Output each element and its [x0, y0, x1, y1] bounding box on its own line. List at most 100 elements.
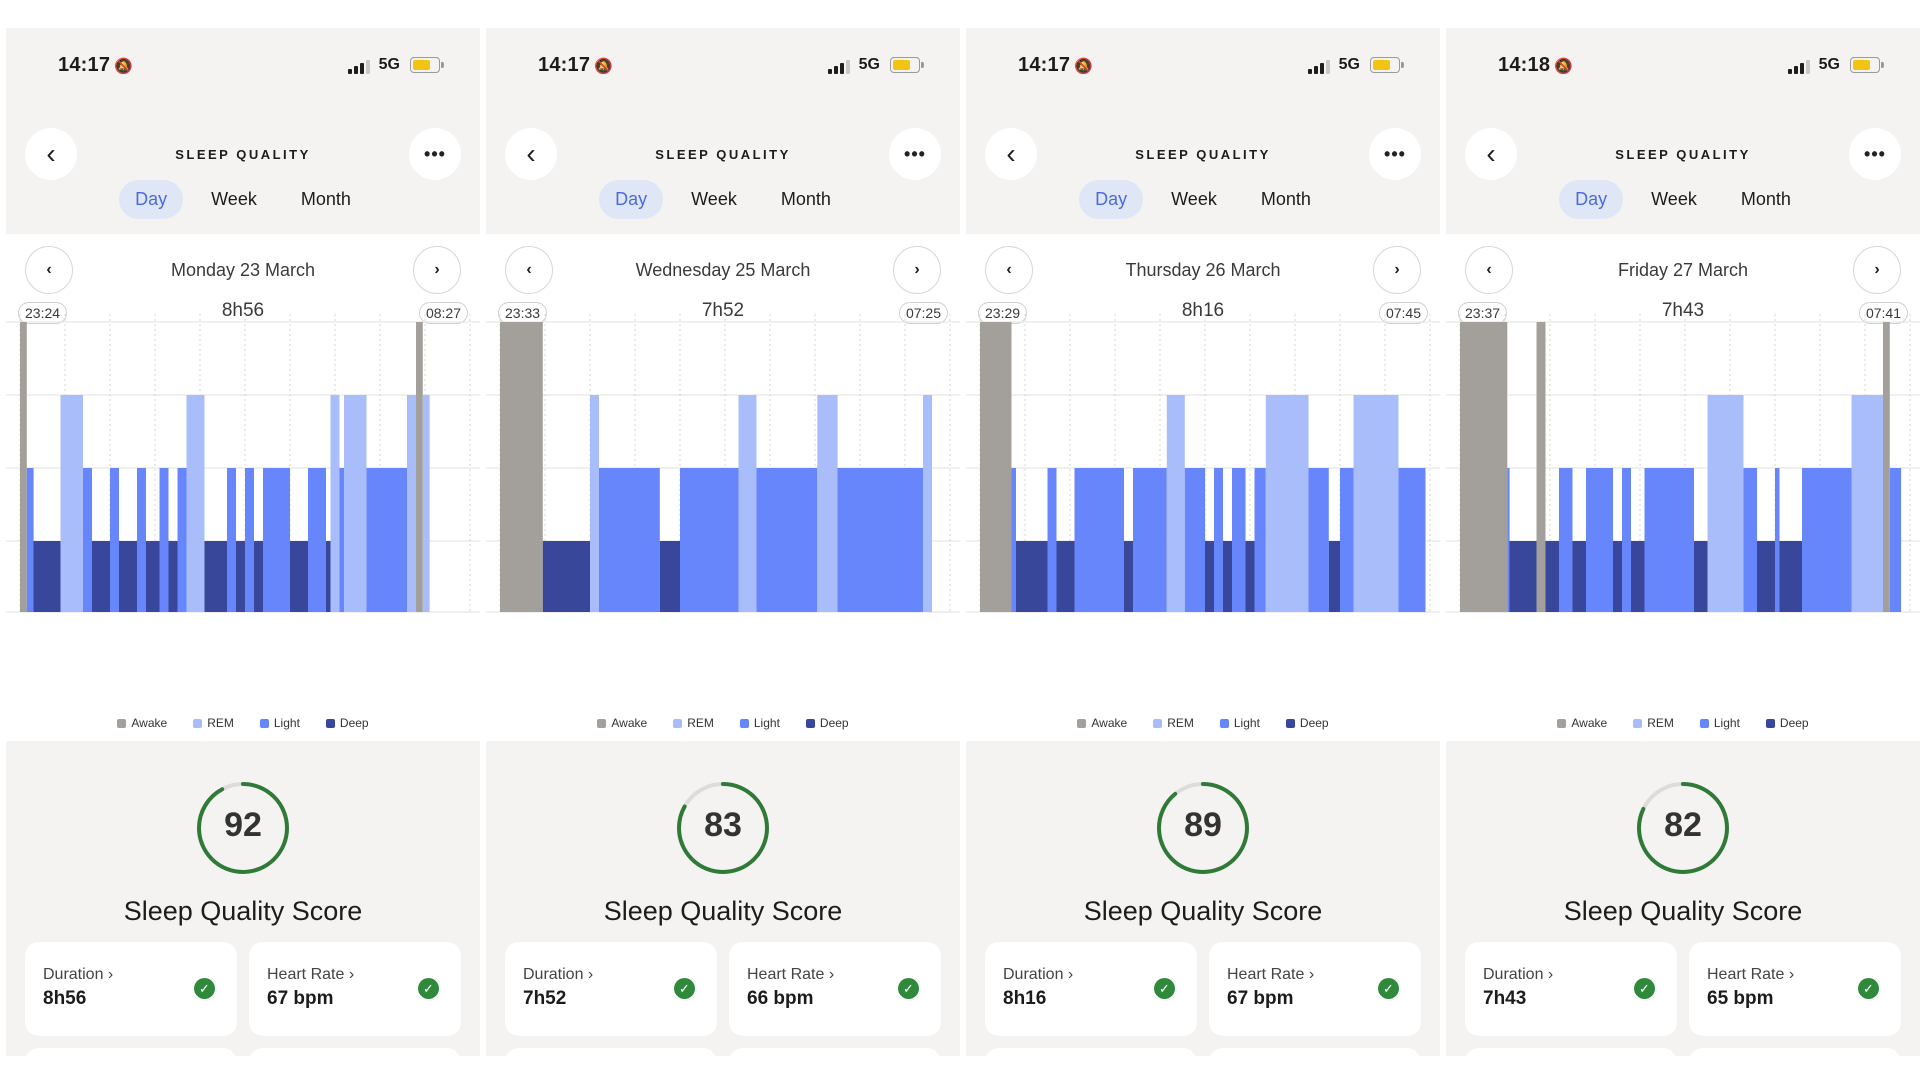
legend-item-awake: Awake: [1557, 716, 1607, 730]
score-ring-arc: [677, 782, 769, 874]
more-button[interactable]: •••: [409, 128, 461, 180]
stage-bar-light: [1775, 468, 1780, 612]
legend-label: REM: [207, 716, 234, 730]
legend-item-light: Light: [259, 716, 300, 730]
legend-item-deep: Deep: [1285, 716, 1329, 730]
duration-card[interactable]: Duration › 8h16 ✓: [985, 942, 1197, 1036]
more-button[interactable]: •••: [889, 128, 941, 180]
back-button[interactable]: ‹: [1465, 128, 1517, 180]
legend-label: Light: [1713, 716, 1740, 730]
stage-bar-light: [1586, 468, 1613, 612]
page-title: SLEEP QUALITY: [175, 147, 311, 162]
status-time: 14:18 🔕: [1498, 54, 1574, 76]
battery-icon: [890, 57, 924, 73]
legend-label: Awake: [1571, 716, 1608, 730]
tab-week[interactable]: Week: [1651, 189, 1697, 209]
tab-month[interactable]: Month: [1740, 189, 1791, 209]
tab-day[interactable]: Day: [599, 180, 664, 219]
card-value: 7h43: [1483, 988, 1527, 1009]
prev-day-button[interactable]: ‹: [1465, 246, 1513, 294]
tab-month[interactable]: Month: [1260, 189, 1311, 209]
next-day-button[interactable]: ›: [893, 246, 941, 294]
legend-label: Deep: [819, 716, 849, 730]
stage-bar-deep: [326, 541, 331, 612]
legend-swatch: [1633, 718, 1643, 728]
header: ‹ SLEEP QUALITY •••: [486, 104, 960, 204]
sleep-start-time: 23:24: [18, 302, 68, 324]
score-value: 83: [704, 806, 742, 844]
score-ring-arc: [1637, 782, 1729, 874]
status-time: 14:17 🔕: [538, 54, 614, 76]
legend-label: REM: [1167, 716, 1194, 730]
stage-bar-light: [837, 468, 923, 612]
heart-rate-card[interactable]: Heart Rate › 67 bpm ✓: [249, 942, 461, 1036]
score-ring: 89: [1153, 778, 1253, 878]
chevron-right-icon: ›: [434, 261, 440, 278]
next-day-button[interactable]: ›: [1373, 246, 1421, 294]
stage-bar-light: [227, 468, 236, 612]
prev-day-button[interactable]: ‹: [25, 246, 73, 294]
stage-bar-awake: [416, 322, 423, 612]
heart-rate-card[interactable]: Heart Rate › 67 bpm ✓: [1209, 942, 1421, 1036]
chevron-left-icon: ‹: [1486, 261, 1492, 278]
stage-bar-light: [308, 468, 326, 612]
score-label: Sleep Quality Score: [123, 896, 363, 926]
tab-month[interactable]: Month: [780, 189, 831, 209]
back-button[interactable]: ‹: [25, 128, 77, 180]
sleep-chart-section: ‹ Monday 23 March › 23:24 8h56 08:27 Awa…: [6, 234, 480, 741]
stage-bar-light: [1232, 468, 1246, 612]
chart-legend: Awake REM Light Deep: [1446, 716, 1920, 730]
stage-bar-light: [1011, 468, 1016, 612]
next-card-peek: [985, 1048, 1197, 1056]
more-button[interactable]: •••: [1849, 128, 1901, 180]
tab-week[interactable]: Week: [1171, 189, 1217, 209]
sleep-stage-chart: [6, 314, 480, 613]
legend-item-deep: Deep: [805, 716, 849, 730]
legend-swatch: [1699, 718, 1709, 728]
stage-bar-deep: [1572, 541, 1586, 612]
heart-rate-card[interactable]: Heart Rate › 66 bpm ✓: [729, 942, 941, 1036]
period-tabs: Day Week Month: [966, 180, 1440, 219]
legend-swatch: [325, 718, 335, 728]
check-circle-icon: ✓: [418, 978, 439, 999]
legend-swatch: [1557, 718, 1567, 728]
more-dots-icon: •••: [904, 143, 926, 164]
duration-card[interactable]: Duration › 7h52 ✓: [505, 942, 717, 1036]
duration-card[interactable]: Duration › 7h43 ✓: [1465, 942, 1677, 1036]
chevron-left-icon: ‹: [526, 261, 532, 278]
duration-card[interactable]: Duration › 8h56 ✓: [25, 942, 237, 1036]
tab-day[interactable]: Day: [1079, 180, 1144, 219]
legend-item-awake: Awake: [1077, 716, 1127, 730]
tab-day[interactable]: Day: [119, 180, 184, 219]
tab-day[interactable]: Day: [1559, 180, 1624, 219]
score-ring: 82: [1633, 778, 1733, 878]
prev-day-button[interactable]: ‹: [985, 246, 1033, 294]
back-button[interactable]: ‹: [985, 128, 1037, 180]
more-button[interactable]: •••: [1369, 128, 1421, 180]
stage-bar-rem: [344, 395, 367, 612]
tab-week[interactable]: Week: [691, 189, 737, 209]
chevron-left-icon: ‹: [46, 138, 56, 169]
legend-label: Deep: [1299, 716, 1329, 730]
tab-week[interactable]: Week: [211, 189, 257, 209]
prev-day-button[interactable]: ‹: [505, 246, 553, 294]
status-time: 14:17 🔕: [58, 54, 134, 76]
score-ring: 92: [193, 778, 293, 878]
battery-icon: [1370, 57, 1404, 73]
page-title: SLEEP QUALITY: [1615, 147, 1751, 162]
legend-item-awake: Awake: [597, 716, 647, 730]
card-value: 66 bpm: [747, 988, 814, 1009]
next-day-button[interactable]: ›: [413, 246, 461, 294]
score-value: 82: [1664, 806, 1702, 844]
bell-off-icon: 🔕: [114, 58, 134, 75]
heart-rate-card[interactable]: Heart Rate › 65 bpm ✓: [1689, 942, 1901, 1036]
legend-swatch: [259, 718, 269, 728]
back-button[interactable]: ‹: [505, 128, 557, 180]
tab-month[interactable]: Month: [300, 189, 351, 209]
chevron-left-icon: ‹: [1006, 261, 1012, 278]
legend-item-light: Light: [1219, 716, 1260, 730]
legend-item-light: Light: [1699, 716, 1740, 730]
page-title: SLEEP QUALITY: [1135, 147, 1271, 162]
stage-bar-deep: [1245, 541, 1255, 612]
next-day-button[interactable]: ›: [1853, 246, 1901, 294]
